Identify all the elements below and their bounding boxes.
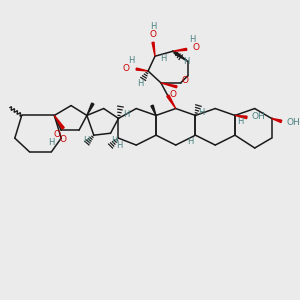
Text: H: H xyxy=(237,117,243,126)
Text: O: O xyxy=(169,90,176,99)
Polygon shape xyxy=(87,103,94,116)
Text: H: H xyxy=(128,56,134,65)
Polygon shape xyxy=(54,116,64,129)
Text: O: O xyxy=(123,64,130,73)
Text: O: O xyxy=(149,30,157,39)
Polygon shape xyxy=(272,118,282,123)
Text: O: O xyxy=(193,43,200,52)
Text: H: H xyxy=(150,22,156,31)
Text: H: H xyxy=(198,108,205,117)
Text: H: H xyxy=(111,136,118,145)
Polygon shape xyxy=(167,95,176,109)
Text: H: H xyxy=(48,138,55,147)
Text: H: H xyxy=(83,136,89,145)
Text: H: H xyxy=(137,80,143,88)
Text: OH: OH xyxy=(286,118,300,127)
Text: O: O xyxy=(54,130,61,139)
Polygon shape xyxy=(235,116,247,118)
Polygon shape xyxy=(136,68,148,71)
Text: H: H xyxy=(160,54,166,63)
Text: H: H xyxy=(189,35,196,44)
Polygon shape xyxy=(175,52,188,61)
Text: O: O xyxy=(60,135,67,144)
Polygon shape xyxy=(152,42,155,56)
Text: H: H xyxy=(188,136,194,146)
Text: H: H xyxy=(123,110,130,119)
Text: H: H xyxy=(183,57,190,66)
Polygon shape xyxy=(161,83,177,88)
Text: OH: OH xyxy=(252,112,266,121)
Polygon shape xyxy=(173,48,187,51)
Text: O: O xyxy=(181,76,188,85)
Polygon shape xyxy=(151,105,156,116)
Text: H: H xyxy=(116,141,123,150)
